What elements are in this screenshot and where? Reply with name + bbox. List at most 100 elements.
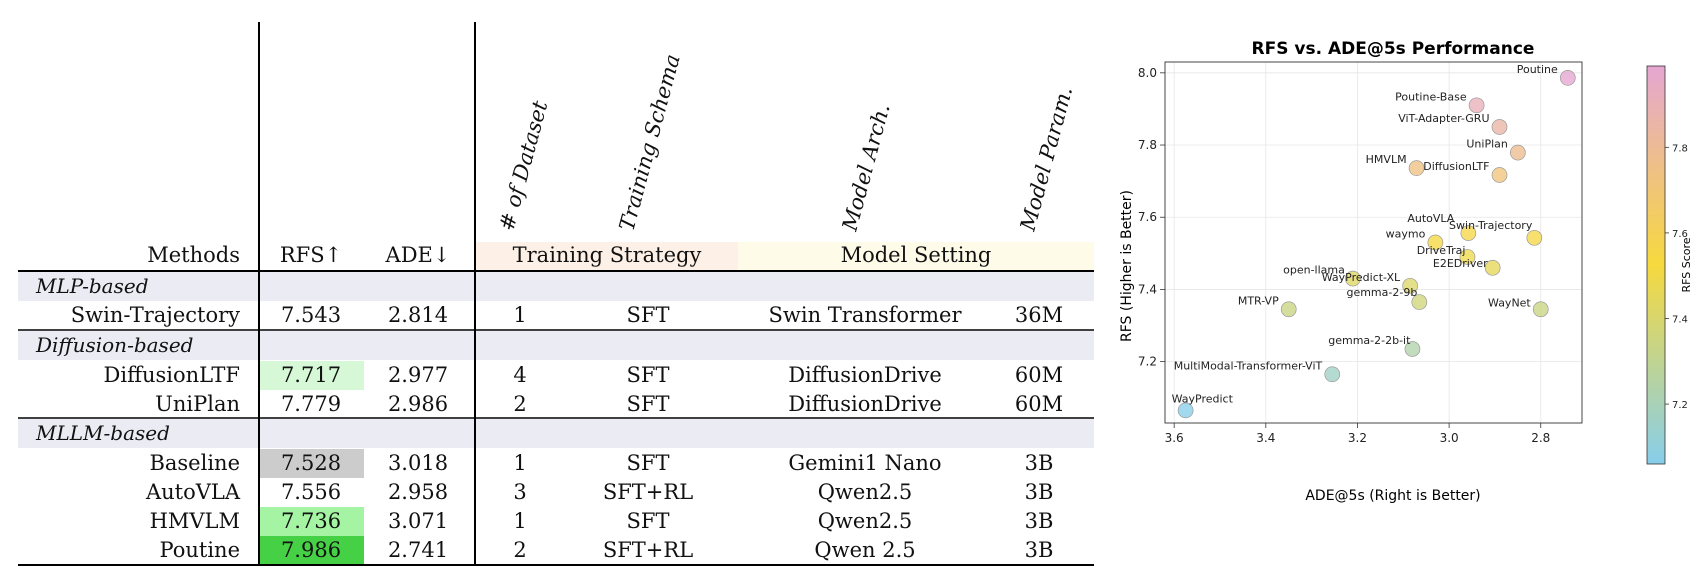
dataset-count: 4 (513, 363, 526, 387)
method-name: Poutine (159, 538, 240, 562)
ade-value: 3.071 (388, 509, 448, 533)
data-point (1280, 301, 1297, 318)
data-point (1324, 366, 1341, 383)
point-label: WayNet (1488, 296, 1531, 309)
table-row: DiffusionLTF 7.717 2.977 4 SFT Diffusion… (104, 363, 1064, 387)
chart-title: RFS vs. ADE@5s Performance (1252, 39, 1535, 59)
model-param: 3B (1025, 480, 1054, 504)
header-model-setting: Model Setting (841, 243, 992, 267)
dataset-count: 2 (513, 538, 526, 562)
x-tick-label: 3.6 (1165, 431, 1184, 445)
section-title-mlp: MLP-based (35, 274, 149, 298)
data-point (1509, 144, 1526, 161)
dataset-count: 2 (513, 392, 526, 416)
ade-value: 2.977 (388, 363, 448, 387)
y-axis-label-visible: RFS (Higher is Better) (1119, 190, 1135, 342)
table-row: Swin-Trajectory 7.543 2.814 1 SFT Swin T… (71, 303, 1063, 327)
model-param: 3B (1025, 509, 1054, 533)
rfs-highlight-baseline (260, 449, 364, 478)
header-methods: Methods (147, 243, 240, 267)
table-row: Poutine 7.986 2.741 2 SFT+RL Qwen 2.5 3B (159, 538, 1053, 562)
point-label: WayPredict (1172, 392, 1234, 405)
table-row: Baseline 7.528 3.018 1 SFT Gemini1 Nano … (149, 451, 1053, 475)
x-tick-label: 3.4 (1256, 431, 1275, 445)
rfs-value: 7.556 (281, 480, 341, 504)
header-training-strategy: Training Strategy (513, 243, 702, 267)
plot-area (1165, 62, 1582, 423)
header-rfs: RFS↑ (280, 243, 342, 267)
ade-value: 2.986 (388, 392, 448, 416)
training-schema: SFT (627, 303, 670, 327)
point-label: HMVLM (1366, 153, 1407, 166)
point-label: waymo (1386, 228, 1426, 241)
section-title-mllm: MLLM-based (35, 421, 170, 445)
ade-value: 2.741 (388, 538, 448, 562)
data-point (1491, 119, 1508, 135)
model-param: 3B (1025, 451, 1054, 475)
model-arch: DiffusionDrive (788, 363, 942, 387)
dataset-count: 3 (513, 480, 526, 504)
y-tick-label: 7.4 (1138, 282, 1157, 296)
section-title-diffusion: Diffusion-based (35, 333, 193, 357)
point-label: WayPredict-XL (1322, 271, 1401, 284)
data-point (1411, 294, 1428, 310)
training-strategy-band (476, 242, 738, 270)
table-row: AutoVLA 7.556 2.958 3 SFT+RL Qwen2.5 3B (145, 480, 1053, 504)
rfs-value: 7.528 (281, 451, 341, 475)
point-label: DriveTraj (1417, 244, 1466, 257)
rfs-value: 7.986 (281, 538, 341, 562)
y-tick-label: 8.0 (1138, 66, 1157, 80)
plot-frame (1164, 61, 1583, 424)
method-name: HMVLM (150, 509, 240, 533)
data-point (1402, 277, 1419, 294)
training-schema: SFT (627, 392, 670, 416)
scatter-chart: RFS vs. ADE@5s Performance ADE@5s (Right… (1100, 0, 1706, 577)
model-param: 60M (1015, 363, 1063, 387)
rfs-value: 7.717 (281, 363, 341, 387)
point-label: UniPlan (1466, 138, 1508, 151)
data-point (1408, 160, 1425, 176)
model-param: 60M (1015, 392, 1063, 416)
point-label: Poutine (1517, 63, 1558, 76)
ade-value: 2.958 (388, 480, 448, 504)
results-table: Methods RFS↑ ADE↓ Training Strategy Mode… (18, 22, 1094, 566)
model-arch: Qwen2.5 (818, 480, 913, 504)
model-param: 3B (1025, 538, 1054, 562)
ade-value: 3.018 (388, 451, 448, 475)
colorbar-tick-label: 7.4 (1672, 314, 1688, 325)
data-point (1468, 97, 1485, 114)
point-label: ViT-Adapter-GRU (1398, 112, 1489, 125)
model-setting-band (738, 242, 1094, 270)
dataset-count: 1 (513, 303, 526, 327)
data-point (1460, 225, 1477, 241)
rfs-highlight-diffusionltf (260, 361, 364, 390)
table-row: HMVLM 7.736 3.071 1 SFT Qwen2.5 3B (150, 509, 1054, 533)
point-label: AutoVLA (1407, 212, 1454, 225)
header-model-arch: Model Arch. (837, 101, 894, 234)
y-tick-label: 7.6 (1138, 210, 1157, 224)
rfs-highlight-poutine (260, 536, 364, 565)
model-arch: Qwen 2.5 (814, 538, 915, 562)
dataset-count: 1 (513, 509, 526, 533)
data-point (1177, 402, 1194, 419)
point-label: DiffusionLTF (1423, 160, 1489, 173)
ade-value: 2.814 (388, 303, 448, 327)
point-label: gemma-2-2b-it (1328, 334, 1411, 347)
model-arch: Gemini1 Nano (788, 451, 941, 475)
data-point (1404, 341, 1421, 357)
training-schema: SFT+RL (603, 538, 693, 562)
data-point (1484, 259, 1501, 276)
x-axis-label: ADE@5s (Right is Better) (1305, 488, 1480, 504)
x-tick-label: 3.2 (1348, 431, 1367, 445)
method-name: UniPlan (155, 392, 240, 416)
colorbar-tick-label: 7.6 (1672, 229, 1688, 240)
section-band-mlp (18, 272, 1094, 301)
point-label: gemma-2-9b (1346, 286, 1417, 299)
rfs-highlight-hmvlm (260, 507, 364, 536)
method-name: Swin-Trajectory (71, 303, 240, 327)
y-tick-label: 7.8 (1138, 138, 1157, 152)
model-param: 36M (1015, 303, 1063, 327)
rfs-value: 7.779 (281, 392, 341, 416)
point-label: MultiModal-Transformer-ViT (1174, 359, 1323, 372)
model-arch: DiffusionDrive (788, 392, 942, 416)
